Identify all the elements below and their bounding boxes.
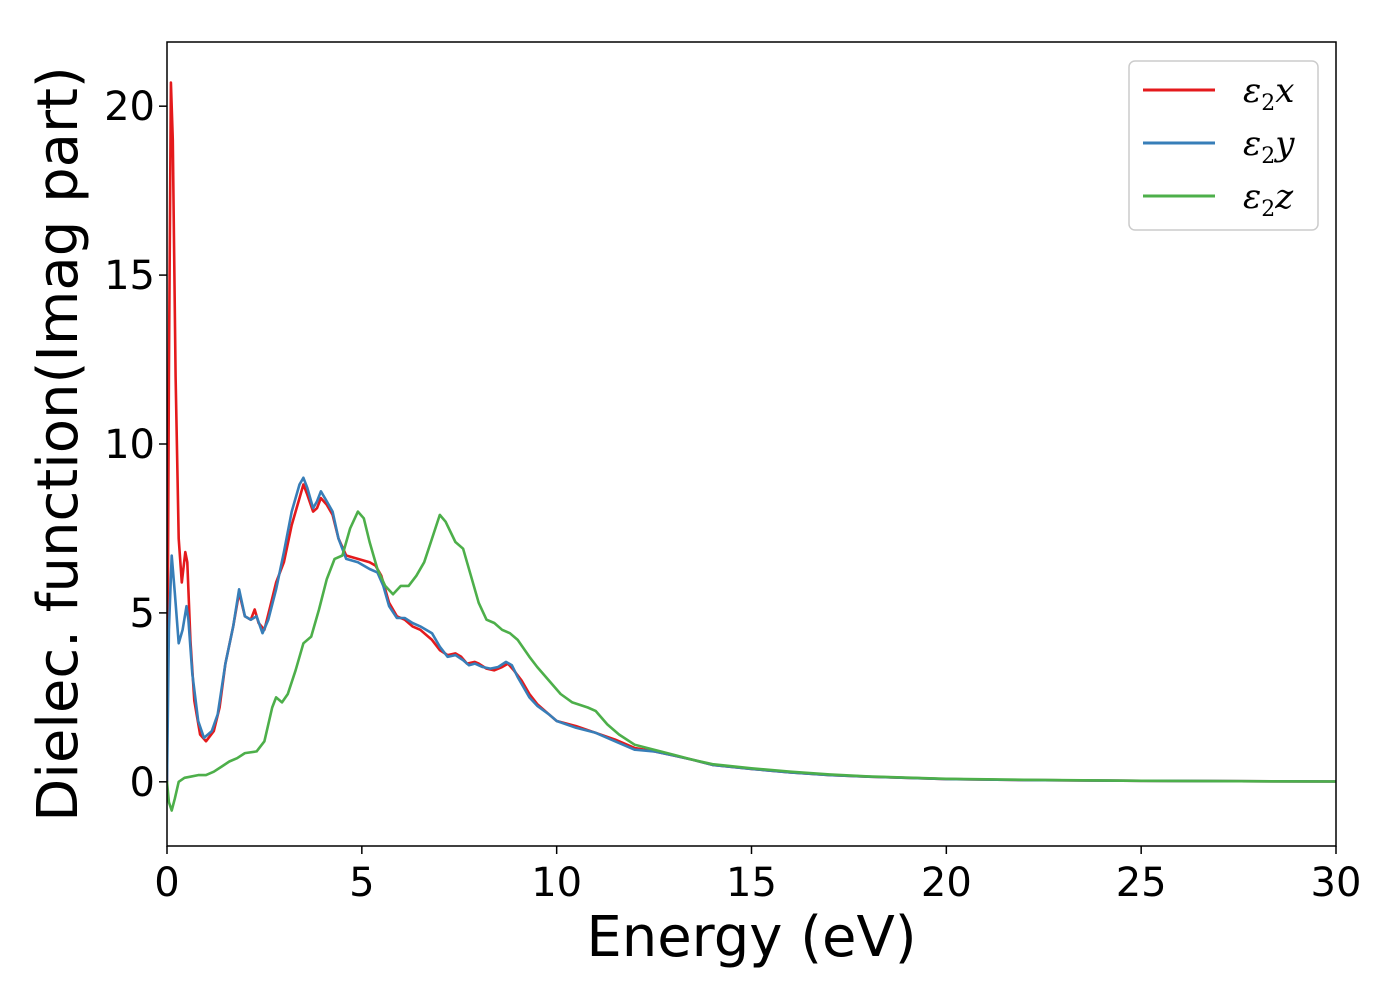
x-tick-label: 25 xyxy=(1116,860,1167,906)
y-tick-label: 0 xyxy=(130,760,155,806)
legend-label-y: ε2y xyxy=(1243,124,1295,169)
y-axis-label: Dielec. function(Imag part) xyxy=(26,66,91,822)
y-tick-label: 20 xyxy=(104,84,155,130)
y-tick-label: 15 xyxy=(104,253,155,299)
series-layer xyxy=(167,81,1336,812)
y-tick-label: 10 xyxy=(104,422,155,468)
ticks-layer: 0 5 10 15 20 25 30 0 5 10 15 20 xyxy=(104,84,1361,906)
x-tick-label: 5 xyxy=(349,860,374,906)
x-tick-label: 15 xyxy=(726,860,777,906)
x-tick-label: 20 xyxy=(921,860,972,906)
legend-box xyxy=(1128,60,1319,231)
series-line-y xyxy=(167,476,1336,784)
legend: ε2x ε2y ε2z xyxy=(1128,60,1319,231)
series-line-z xyxy=(167,510,1336,812)
x-axis-label: Energy (eV) xyxy=(586,905,916,970)
legend-label-x: ε2x xyxy=(1243,71,1294,116)
x-tick-label: 0 xyxy=(154,860,179,906)
legend-label-z: ε2z xyxy=(1243,177,1294,222)
y-tick-label: 5 xyxy=(130,591,155,637)
x-tick-label: 30 xyxy=(1311,860,1362,906)
x-tick-label: 10 xyxy=(531,860,582,906)
